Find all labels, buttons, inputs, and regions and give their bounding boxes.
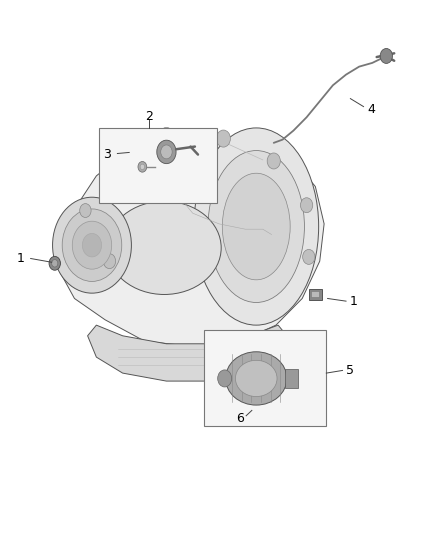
Bar <box>309 289 322 300</box>
Circle shape <box>159 127 173 144</box>
Circle shape <box>218 370 232 387</box>
Circle shape <box>380 49 392 63</box>
Circle shape <box>140 164 145 169</box>
Ellipse shape <box>107 201 221 294</box>
Bar <box>99 128 217 203</box>
Bar <box>285 369 298 388</box>
Ellipse shape <box>226 352 287 405</box>
Ellipse shape <box>235 360 277 397</box>
Polygon shape <box>88 325 287 381</box>
Text: 2: 2 <box>145 110 153 123</box>
Circle shape <box>161 145 172 159</box>
Circle shape <box>72 221 112 269</box>
Circle shape <box>104 153 120 172</box>
Text: 3: 3 <box>103 148 111 161</box>
Circle shape <box>303 249 315 264</box>
Circle shape <box>216 130 230 147</box>
Text: 6: 6 <box>236 412 244 425</box>
Circle shape <box>300 198 313 213</box>
Ellipse shape <box>222 173 290 280</box>
Text: 1: 1 <box>350 295 358 308</box>
Text: 1: 1 <box>17 252 25 265</box>
Circle shape <box>52 260 58 267</box>
Polygon shape <box>57 133 324 346</box>
Ellipse shape <box>208 151 304 303</box>
Circle shape <box>62 209 122 281</box>
Bar <box>311 291 319 297</box>
Circle shape <box>103 254 116 269</box>
Bar <box>204 330 326 426</box>
Circle shape <box>49 256 60 270</box>
Text: 4: 4 <box>367 103 375 116</box>
Text: 5: 5 <box>346 364 354 377</box>
Circle shape <box>82 233 102 257</box>
Ellipse shape <box>194 128 318 325</box>
Circle shape <box>138 161 147 172</box>
Circle shape <box>80 204 91 217</box>
Circle shape <box>267 153 280 169</box>
Circle shape <box>53 197 131 293</box>
Circle shape <box>157 140 176 164</box>
